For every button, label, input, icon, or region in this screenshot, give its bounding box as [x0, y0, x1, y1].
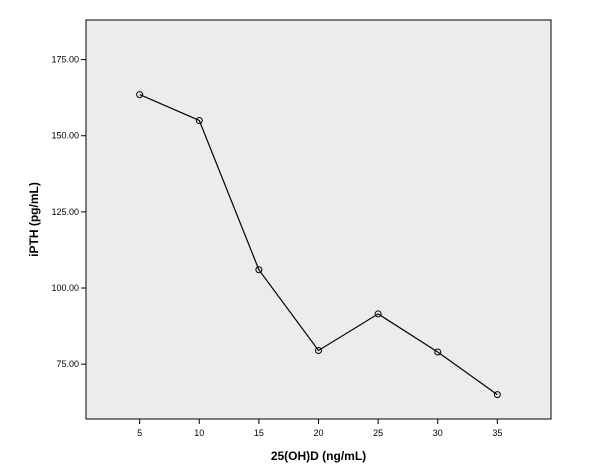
- data-point: [493, 391, 501, 399]
- data-markers: [136, 91, 501, 399]
- y-tick-label: 175.00: [51, 55, 79, 65]
- x-tick-label: 20: [313, 428, 323, 438]
- data-point: [136, 91, 144, 99]
- y-tick-label: 100.00: [51, 283, 79, 293]
- x-tick-label: 25: [373, 428, 383, 438]
- x-tick-label: 30: [433, 428, 443, 438]
- series-line: [139, 94, 498, 396]
- data-point: [374, 310, 382, 318]
- y-axis-title: iPTH (pg/mL): [27, 182, 41, 257]
- x-axis-ticks: 5 10 15 20 25 30 35: [137, 419, 502, 438]
- y-tick-label: 75.00: [56, 359, 79, 369]
- data-point: [195, 117, 203, 125]
- x-axis-title: 25(OH)D (ng/mL): [271, 449, 366, 463]
- data-point: [315, 346, 322, 354]
- plot-area: [85, 19, 552, 420]
- data-point: [255, 266, 263, 274]
- y-tick-label: 125.00: [51, 207, 79, 217]
- x-tick-label: 10: [194, 428, 204, 438]
- x-tick-label: 35: [492, 428, 502, 438]
- x-tick-label: 5: [137, 428, 142, 438]
- x-tick-label: 15: [254, 428, 264, 438]
- y-axis-ticks: 75.00 100.00 125.00 150.00 175.00: [51, 55, 86, 369]
- y-tick-label: 150.00: [51, 131, 79, 141]
- data-point: [434, 348, 442, 356]
